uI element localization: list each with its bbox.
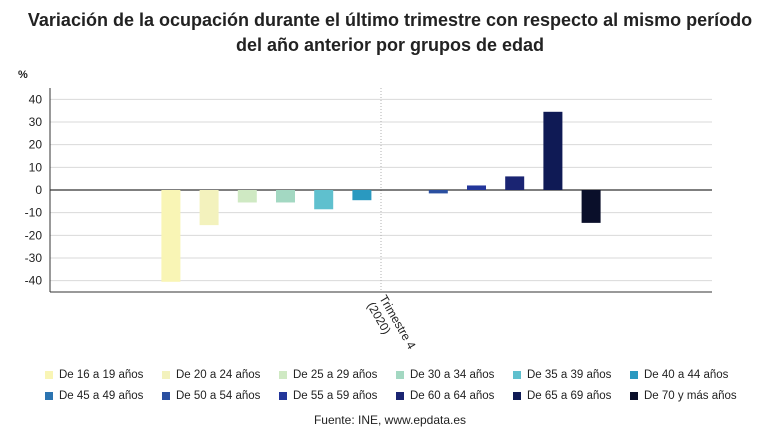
legend-label: De 50 a 54 años [176,390,261,402]
legend-item: De 30 a 34 años [396,367,494,383]
bar [505,176,525,190]
legend-swatch [45,392,53,400]
legend-swatch [162,392,170,400]
legend-item: De 25 a 29 años [279,367,377,383]
legend-label: De 65 a 69 años [527,390,612,402]
legend-label: De 16 a 19 años [59,369,144,381]
legend-item: De 35 a 39 años [513,367,611,383]
bar [352,190,372,201]
legend-label: De 20 a 24 años [176,369,261,381]
y-tick-label: 20 [29,138,43,152]
legend-swatch [396,392,404,400]
legend-item: De 55 a 59 años [279,388,377,404]
legend-swatch [630,371,638,379]
y-axis-label: % [18,69,28,81]
y-tick-label: 10 [29,160,43,174]
legend-item: De 45 a 49 años [45,388,143,404]
bar [199,190,219,226]
legend-item: De 20 a 24 años [162,367,260,383]
legend-swatch [45,371,53,379]
bar [581,190,601,223]
legend-swatch [396,371,404,379]
x-category-label: Trimestre 4(2020) [364,293,419,359]
legend-swatch [162,371,170,379]
legend-row: De 45 a 49 años De 50 a 54 años De 55 a 59… [45,388,765,409]
bar [467,185,486,190]
legend-swatch [630,392,638,400]
legend-label: De 35 a 39 años [527,369,612,381]
legend-item: De 40 a 44 años [630,367,728,383]
bar [237,190,257,203]
legend-label: De 30 a 34 años [410,369,495,381]
y-tick-label: -20 [25,228,43,242]
legend-label: De 40 a 44 años [644,369,729,381]
y-tick-label: 30 [29,115,43,129]
y-tick-label: 40 [29,92,43,106]
bar [314,190,334,210]
y-tick-label: -30 [25,251,43,265]
y-tick-label: -40 [25,274,43,288]
chart-title-line-2: del año anterior por grupos de edad [235,35,545,55]
legend-item: De 16 a 19 años [45,367,143,383]
chart-title: Variación de la ocupación durante el últ… [0,8,780,58]
source-note: Fuente: INE, www.epdata.es [313,413,467,427]
axes [49,88,712,293]
bar [428,190,448,194]
legend: De 16 a 19 años De 20 a 24 años De 25 a 29… [45,367,765,409]
y-tick-label: 0 [35,183,42,197]
legend-item: De 70 y más años [630,388,737,404]
legend-row: De 16 a 19 años De 20 a 24 años De 25 a 29… [45,367,765,388]
legend-item: De 65 a 69 años [513,388,611,404]
legend-label: De 55 a 59 años [293,390,378,402]
legend-swatch [513,392,521,400]
legend-swatch [279,392,287,400]
y-tick-label: -10 [25,206,43,220]
legend-swatch [279,371,287,379]
bar [276,190,295,203]
gridlines [50,88,712,292]
legend-label: De 60 a 64 años [410,390,495,402]
chart-title-line-1: Variación de la ocupación durante el últ… [27,10,753,30]
bar [543,111,563,190]
legend-label: De 70 y más años [644,390,737,402]
legend-item: De 50 a 54 años [162,388,260,404]
bars [161,111,601,282]
legend-label: De 45 a 49 años [59,390,144,402]
legend-swatch [513,371,521,379]
legend-label: De 25 a 29 años [293,369,378,381]
legend-item: De 60 a 64 años [396,388,494,404]
bar [161,190,181,282]
